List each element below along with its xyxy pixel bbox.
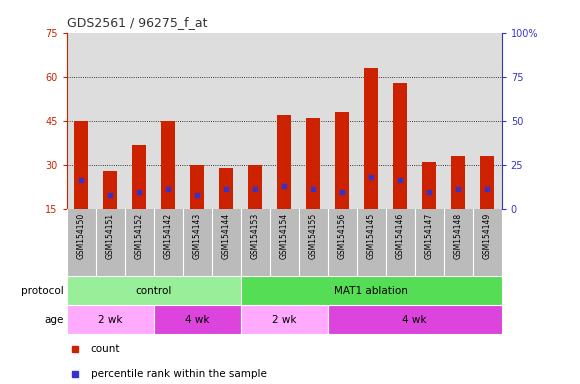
Text: GSM154144: GSM154144 xyxy=(222,213,231,259)
Bar xyxy=(422,162,436,209)
Bar xyxy=(241,276,502,305)
Text: GSM154142: GSM154142 xyxy=(164,213,173,259)
Bar xyxy=(132,144,146,209)
Text: GSM154145: GSM154145 xyxy=(367,213,376,259)
Bar xyxy=(277,115,291,209)
Bar xyxy=(328,305,502,334)
Text: GSM154149: GSM154149 xyxy=(483,213,492,259)
Text: GSM154147: GSM154147 xyxy=(425,213,434,259)
Text: 2 wk: 2 wk xyxy=(98,314,122,325)
Bar xyxy=(103,171,117,209)
Bar xyxy=(335,112,349,209)
Text: protocol: protocol xyxy=(21,286,64,296)
Bar xyxy=(364,68,378,209)
Text: GSM154153: GSM154153 xyxy=(251,213,260,259)
Text: percentile rank within the sample: percentile rank within the sample xyxy=(90,369,266,379)
Text: age: age xyxy=(45,314,64,325)
Bar xyxy=(190,165,204,209)
Text: GSM154143: GSM154143 xyxy=(193,213,202,259)
Text: count: count xyxy=(90,344,120,354)
Text: 4 wk: 4 wk xyxy=(403,314,427,325)
Bar xyxy=(451,156,465,209)
Bar xyxy=(248,165,262,209)
Text: GSM154151: GSM154151 xyxy=(106,213,115,259)
Text: GSM154156: GSM154156 xyxy=(338,213,347,259)
Text: GSM154155: GSM154155 xyxy=(309,213,318,259)
Text: GSM154150: GSM154150 xyxy=(77,213,86,259)
Bar xyxy=(393,83,407,209)
Text: 4 wk: 4 wk xyxy=(185,314,209,325)
Text: MAT1 ablation: MAT1 ablation xyxy=(334,286,408,296)
Bar xyxy=(161,121,175,209)
Text: control: control xyxy=(136,286,172,296)
Bar xyxy=(74,121,88,209)
Text: GSM154146: GSM154146 xyxy=(396,213,405,259)
Text: GSM154152: GSM154152 xyxy=(135,213,144,259)
Text: GSM154148: GSM154148 xyxy=(454,213,463,259)
Bar xyxy=(241,305,328,334)
Bar xyxy=(306,118,320,209)
Bar xyxy=(67,276,241,305)
Text: GDS2561 / 96275_f_at: GDS2561 / 96275_f_at xyxy=(67,16,207,29)
Bar xyxy=(219,168,233,209)
Bar xyxy=(154,305,241,334)
Text: GSM154154: GSM154154 xyxy=(280,213,289,259)
Text: 2 wk: 2 wk xyxy=(272,314,296,325)
Bar xyxy=(67,305,154,334)
Bar xyxy=(480,156,494,209)
